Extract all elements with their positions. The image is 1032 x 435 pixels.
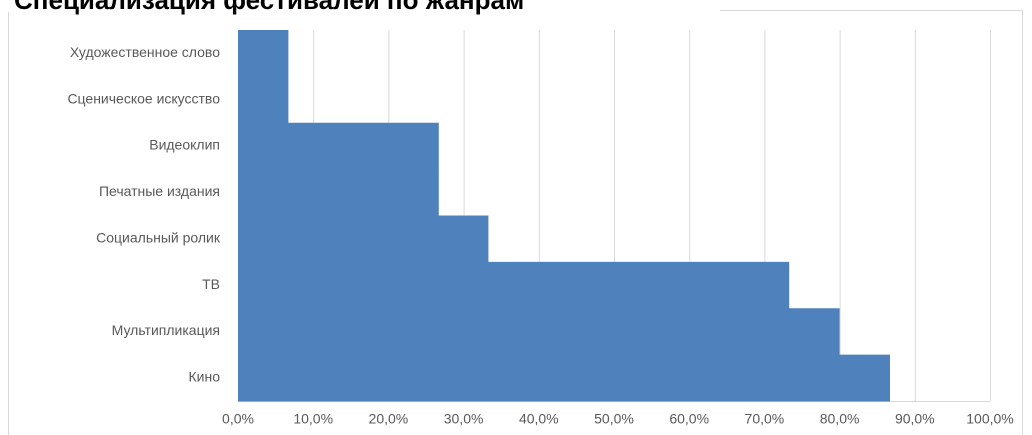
y-tick-label: Мультипликация: [112, 322, 220, 338]
y-tick-label: Видеоклип: [149, 137, 220, 153]
bar: [238, 354, 890, 402]
x-tick-label: 70,0%: [745, 411, 785, 427]
title-background: [0, 0, 720, 12]
bar: [238, 169, 439, 216]
chart-title: Специализация фестивалей по жанрам: [14, 0, 524, 15]
y-tick-label: Сценическое искусство: [67, 90, 220, 106]
x-tick-label: 60,0%: [669, 411, 709, 427]
bar: [238, 261, 790, 309]
x-tick-label: 100,0%: [966, 411, 1013, 427]
bar: [238, 76, 289, 124]
bar: [238, 122, 439, 170]
bar: [238, 215, 489, 263]
x-tick-label: 80,0%: [820, 411, 860, 427]
y-tick-label: Художественное слово: [70, 44, 220, 60]
y-tick-label: ТВ: [202, 276, 220, 292]
x-tick-label: 0,0%: [222, 411, 254, 427]
y-tick-label: Печатные издания: [99, 183, 220, 199]
y-tick-label: Социальный ролик: [96, 229, 221, 245]
bar: [238, 308, 840, 356]
x-tick-label: 30,0%: [444, 411, 484, 427]
y-tick-label: Кино: [189, 369, 221, 385]
x-tick-label: 40,0%: [519, 411, 559, 427]
x-tick-label: 50,0%: [594, 411, 634, 427]
bar: [238, 30, 289, 77]
x-tick-label: 90,0%: [895, 411, 935, 427]
x-tick-label: 10,0%: [293, 411, 333, 427]
x-tick-label: 20,0%: [369, 411, 409, 427]
